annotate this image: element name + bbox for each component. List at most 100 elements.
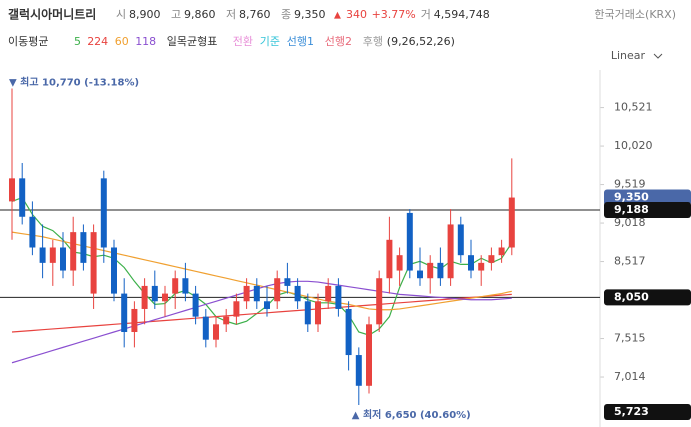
candle-body <box>213 324 219 340</box>
candle-body <box>90 232 97 294</box>
ichimoku-part: 전환 <box>233 35 253 48</box>
ma-line <box>11 196 513 336</box>
candle-body <box>498 247 505 256</box>
candle-body <box>131 308 138 333</box>
price-label: 9,188 <box>614 203 649 216</box>
candle-body <box>100 178 107 248</box>
volume-value: 4,594,748 <box>434 8 490 21</box>
stock-name: 갤럭시아머니트리 <box>8 7 96 22</box>
legend-entry: 5 <box>74 35 81 48</box>
candle-body <box>192 293 199 317</box>
candle-body <box>304 301 311 325</box>
candle-body <box>478 262 485 271</box>
candle-body <box>457 224 464 256</box>
ma-line <box>11 280 512 364</box>
ichimoku-part: 후행 <box>363 35 383 48</box>
candle-body <box>335 285 342 309</box>
candle-body <box>366 324 372 386</box>
header-value: 9,350 <box>294 8 326 21</box>
candle-body <box>223 316 230 325</box>
y-tick-label: 7,515 <box>614 332 646 345</box>
price-label: 9,350 <box>614 191 649 204</box>
candle-body <box>141 285 148 309</box>
candle-body <box>325 285 332 302</box>
candle-body <box>121 293 128 333</box>
header-value: 8,900 <box>129 8 161 21</box>
annotation: ▲ 최저 6,650 (40.60%) <box>352 408 471 421</box>
candle-body <box>243 285 250 302</box>
change-percent: +3.77% <box>372 8 416 21</box>
ichimoku-part: 선행2 <box>325 35 352 48</box>
y-tick-label: 9,018 <box>614 216 646 229</box>
y-tick-label: 8,517 <box>614 255 646 268</box>
candle-body <box>162 293 168 302</box>
header-value: 9,860 <box>184 8 216 21</box>
candle-body <box>427 262 434 279</box>
legend-entry: 224 <box>87 35 108 48</box>
ichimoku-label: 일목균형표 <box>167 34 218 48</box>
dropdown-icon[interactable] <box>653 53 663 59</box>
price-label-box <box>604 202 691 218</box>
candle-body <box>172 278 179 294</box>
candle-body <box>233 301 240 317</box>
candle-body <box>376 278 383 325</box>
candle-body <box>468 255 474 271</box>
candle-body <box>182 278 189 294</box>
header-key: 고 <box>171 8 181 21</box>
price-label-box <box>604 404 691 420</box>
ichimoku-part: 선행1 <box>287 35 314 48</box>
candle-body <box>406 212 413 271</box>
legend-entry: 118 <box>135 35 156 48</box>
ma-line <box>11 293 512 333</box>
price-label: 5,723 <box>614 405 649 418</box>
candle-body <box>111 247 117 294</box>
y-tick-label: 10,020 <box>614 139 653 152</box>
annotation: ▼ 최고 10,770 (-13.18%) <box>9 75 139 88</box>
candle-body <box>345 308 352 356</box>
candle-body <box>508 197 515 248</box>
candle-body <box>488 255 495 263</box>
change-arrow: ▲ <box>334 11 341 21</box>
candle-body <box>264 301 270 309</box>
exchange: 한국거래소(KRX) <box>594 8 676 21</box>
candle-body <box>19 178 26 217</box>
candle-body <box>202 316 209 340</box>
candle-body <box>60 247 66 271</box>
price-label-box <box>604 189 691 206</box>
ma-label: 이동평균 <box>8 35 48 48</box>
candle-body <box>284 278 291 286</box>
volume-key: 거 <box>421 8 431 21</box>
candle-body <box>274 278 281 302</box>
scale-label[interactable]: Linear <box>611 49 646 62</box>
ichimoku-part: 기준 <box>260 35 280 48</box>
header-key: 시 <box>116 8 126 21</box>
ma-line <box>11 231 512 311</box>
candle-body <box>29 216 36 248</box>
ichimoku-params: (9,26,52,26) <box>387 35 455 48</box>
candle-body <box>315 301 321 325</box>
candle-body <box>355 355 362 386</box>
change-amount: 340 <box>346 8 367 21</box>
candle-body <box>437 262 444 279</box>
candle-body <box>39 247 46 263</box>
y-tick-label: 9,519 <box>614 178 646 191</box>
candle-body <box>294 285 301 302</box>
candle-body <box>253 285 260 302</box>
price-label-box <box>604 289 691 306</box>
candle-body <box>447 224 454 279</box>
price-label: 8,050 <box>614 290 649 303</box>
candle-body <box>49 247 56 263</box>
candle-body <box>9 178 15 202</box>
header-key: 저 <box>226 8 236 21</box>
header-value: 8,760 <box>239 8 271 21</box>
y-tick-label: 10,521 <box>614 101 653 114</box>
candle-body <box>417 270 423 279</box>
candle-body <box>396 255 403 271</box>
candle-body <box>70 232 77 271</box>
candle-body <box>386 239 393 279</box>
candle-body <box>80 232 87 263</box>
y-tick-label: 7,014 <box>614 370 646 383</box>
header-key: 종 <box>281 8 291 21</box>
candle-body <box>151 285 158 302</box>
